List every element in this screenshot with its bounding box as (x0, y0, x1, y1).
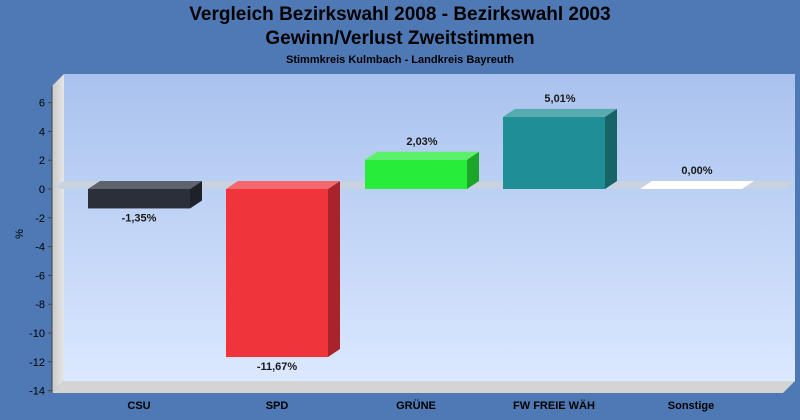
bar-top (503, 108, 617, 117)
y-tick-label: -12 (29, 357, 45, 369)
bar-top (365, 151, 479, 160)
y-tick-label: -4 (35, 242, 45, 254)
x-tick-label: FW FREIE WÄH (513, 399, 595, 412)
chart-title: Vergleich Bezirkswahl 2008 - Bezirkswahl… (189, 4, 611, 25)
chart-subtitle: Gewinn/Verlust Zweitstimmen (265, 28, 535, 49)
bar-front (365, 159, 467, 189)
chart-caption: Stimmkreis Kulmbach - Landkreis Bayreuth (285, 54, 514, 66)
bar-front (503, 116, 605, 189)
x-tick-label: SPD (266, 400, 289, 412)
y-tick-label: -2 (35, 213, 45, 225)
bar-csu (88, 181, 202, 209)
x-tick-label: Sonstige (668, 400, 714, 412)
bar-front (88, 189, 190, 209)
bar-front (226, 189, 328, 358)
plot-back-wall (64, 74, 795, 381)
bar-top (88, 181, 202, 189)
y-tick-label: 6 (39, 98, 45, 110)
data-label: -1,35% (122, 212, 157, 224)
bar-top (226, 181, 340, 189)
y-tick-label: -14 (29, 386, 45, 398)
bar-gr-ne (365, 151, 479, 189)
y-axis-label: % (14, 229, 26, 239)
y-tick-label: 2 (39, 155, 45, 167)
y-tick-label: 0 (39, 184, 45, 196)
data-label: 0,00% (681, 165, 712, 177)
plot-left-wall (52, 74, 64, 393)
y-tick-label: -8 (35, 299, 45, 311)
bar-spd (226, 181, 340, 358)
bar-sonstige (640, 181, 754, 189)
data-label: 2,03% (406, 136, 437, 148)
bar-side (328, 181, 340, 358)
data-label: -11,67% (257, 361, 298, 373)
bar-fw-freie-w-h (503, 108, 617, 189)
y-tick-label: -6 (35, 270, 45, 282)
y-tick-label: 4 (39, 126, 45, 138)
x-tick-label: GRÜNE (396, 399, 436, 412)
bar-top (640, 181, 754, 189)
data-label: 5,01% (544, 93, 575, 105)
bar-side (605, 108, 617, 189)
plot-floor (52, 381, 795, 393)
y-tick-label: -10 (29, 328, 45, 340)
bar-side (467, 151, 479, 189)
bar-side (190, 181, 202, 209)
x-tick-label: CSU (127, 400, 150, 412)
